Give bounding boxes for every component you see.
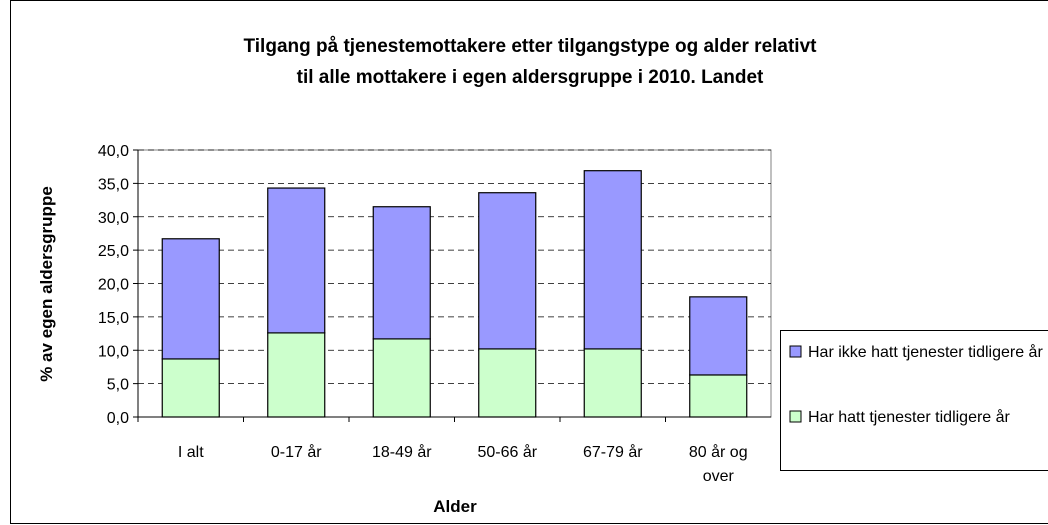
- y-tick-label: 25,0: [98, 243, 129, 260]
- bar-segment: [689, 296, 748, 376]
- y-tick-label: 20,0: [98, 277, 129, 294]
- x-tick-label: 0-17 år: [271, 443, 322, 461]
- bar-segment: [478, 192, 537, 350]
- y-tick-label: 10,0: [98, 343, 129, 360]
- legend-label: Har hatt tjenester tidligere år: [808, 408, 1011, 426]
- y-tick-label: 0,0: [107, 410, 129, 427]
- y-tick-label: 35,0: [98, 176, 129, 193]
- y-tick-label: 40,0: [98, 143, 129, 160]
- x-tick-label: 50-66 år: [477, 443, 537, 461]
- y-axis-label: % av egen aldersgruppe: [37, 186, 56, 382]
- bar-segment: [583, 348, 642, 418]
- bar-segment: [478, 348, 537, 418]
- y-tick-label: 5,0: [107, 377, 129, 394]
- y-tick-label: 30,0: [98, 210, 129, 227]
- x-tick-label: I alt: [178, 444, 204, 461]
- bar-segment: [583, 170, 642, 350]
- legend-box: [780, 330, 1048, 471]
- bar-segment: [689, 374, 748, 418]
- x-axis-label: Alder: [433, 497, 477, 516]
- x-tick-label: 80 år og over: [689, 443, 748, 485]
- bar-segment: [161, 358, 220, 418]
- bar-segment: [267, 187, 326, 334]
- legend-label: Har ikke hatt tjenester tidligere år: [808, 343, 1043, 361]
- bar-segment: [267, 332, 326, 418]
- bar-segment: [372, 338, 431, 418]
- legend-swatch: [789, 410, 802, 423]
- x-tick-label: 67-79 år: [583, 443, 643, 461]
- x-tick-label: 18-49 år: [372, 443, 432, 461]
- chart-title: Tilgang på tjenestemottakere etter tilga…: [244, 36, 818, 57]
- bar-segment: [372, 206, 431, 340]
- chart-title: til alle mottakere i egen aldersgruppe i…: [297, 67, 764, 88]
- y-tick-label: 15,0: [98, 310, 129, 327]
- legend-swatch: [789, 345, 802, 358]
- bar-segment: [161, 238, 220, 360]
